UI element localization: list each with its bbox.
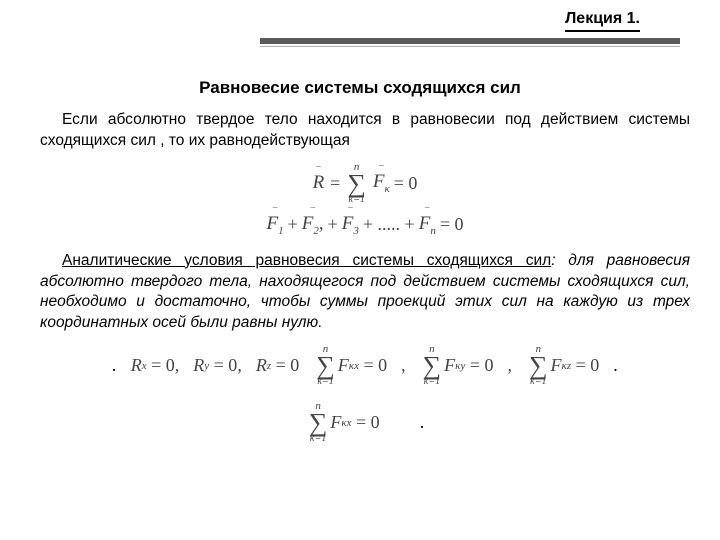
header-bar-thick bbox=[260, 38, 680, 44]
intro-text: Если абсолютно твердое тело находится в … bbox=[40, 111, 690, 149]
slide-title: Равновесие системы сходящихся сил bbox=[0, 78, 720, 98]
formula-resultant: ‾R = n ∑ κ=1 ‾Fκ = 0 bbox=[40, 162, 690, 205]
slide-header: Лекция 1. bbox=[0, 0, 720, 70]
conditions-lead: Аналитические условия равновесия системы… bbox=[62, 252, 551, 269]
content-area: Если абсолютно твердое тело находится в … bbox=[0, 110, 720, 444]
paragraph-conditions: Аналитические условия равновесия системы… bbox=[40, 251, 690, 335]
paragraph-intro: Если абсолютно твердое тело находится в … bbox=[40, 110, 690, 152]
lecture-number: Лекция 1. bbox=[565, 10, 640, 32]
header-bar-thin bbox=[260, 46, 680, 47]
formula-sum-expanded: ‾F1 + ‾F2, + ‾F3 + ..... + ‾Fn = 0 bbox=[40, 213, 690, 237]
formula-repeated-sum: n ∑ κ=1 Fκx = 0 . bbox=[40, 401, 690, 444]
formula-projections-row: . Rx = 0, Ry = 0, Rz = 0 n ∑ κ=1 Fκx = 0… bbox=[40, 344, 690, 387]
